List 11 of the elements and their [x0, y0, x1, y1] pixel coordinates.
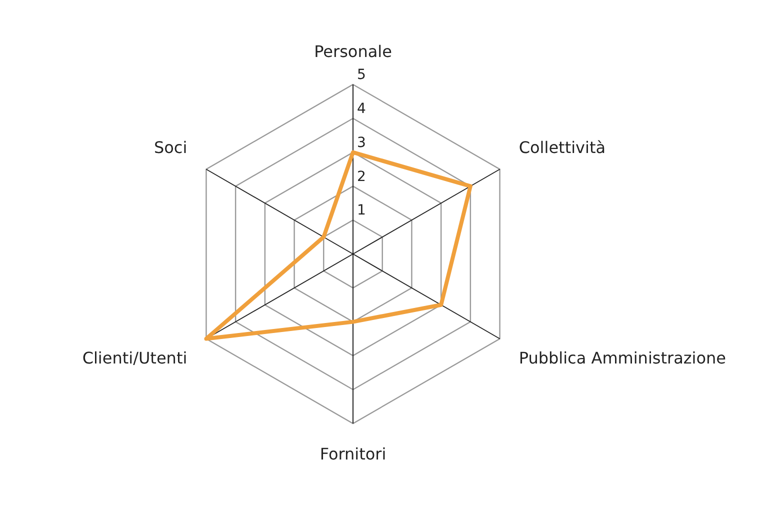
- spoke-label: Collettività: [518, 138, 606, 157]
- spoke-label: Pubblica Amministrazione: [518, 348, 726, 368]
- spoke-label: Clienti/Utenti: [82, 348, 188, 368]
- spoke-label: Soci: [154, 138, 188, 157]
- spoke-label: Personale: [314, 42, 392, 62]
- y-tick-label: 4: [357, 101, 366, 118]
- y-tick-label: 3: [357, 134, 366, 151]
- y-tick-label: 1: [357, 202, 366, 219]
- y-tick-label: 2: [357, 168, 366, 185]
- spoke-label: Fornitori: [320, 444, 386, 464]
- y-tick-label: 5: [357, 67, 366, 84]
